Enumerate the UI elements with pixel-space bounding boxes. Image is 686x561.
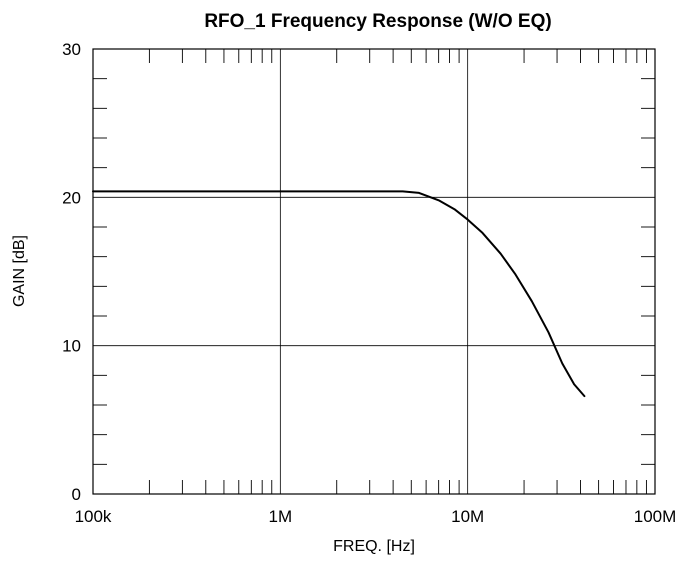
grid-layer — [93, 49, 655, 494]
y-tick-labels: 0 10 20 30 — [62, 40, 81, 504]
chart-title: RFO_1 Frequency Response (W/O EQ) — [204, 11, 551, 32]
y-tick-label: 20 — [62, 188, 81, 207]
x-tick-label: 100k — [75, 507, 112, 526]
y-tick-label: 0 — [72, 485, 81, 504]
x-axis-label: FREQ. [Hz] — [333, 538, 415, 555]
series-layer — [92, 190, 586, 398]
y-axis-label: GAIN [dB] — [11, 235, 28, 307]
gain-curve — [92, 190, 586, 398]
minor-ticks — [93, 49, 655, 494]
plot-area — [92, 48, 656, 495]
x-tick-label: 100M — [634, 507, 677, 526]
x-tick-labels: 100k 1M 10M 100M — [75, 507, 677, 526]
x-tick-label: 1M — [269, 507, 293, 526]
y-tick-label: 10 — [62, 337, 81, 356]
y-tick-label: 30 — [62, 40, 81, 59]
x-tick-label: 10M — [451, 507, 484, 526]
